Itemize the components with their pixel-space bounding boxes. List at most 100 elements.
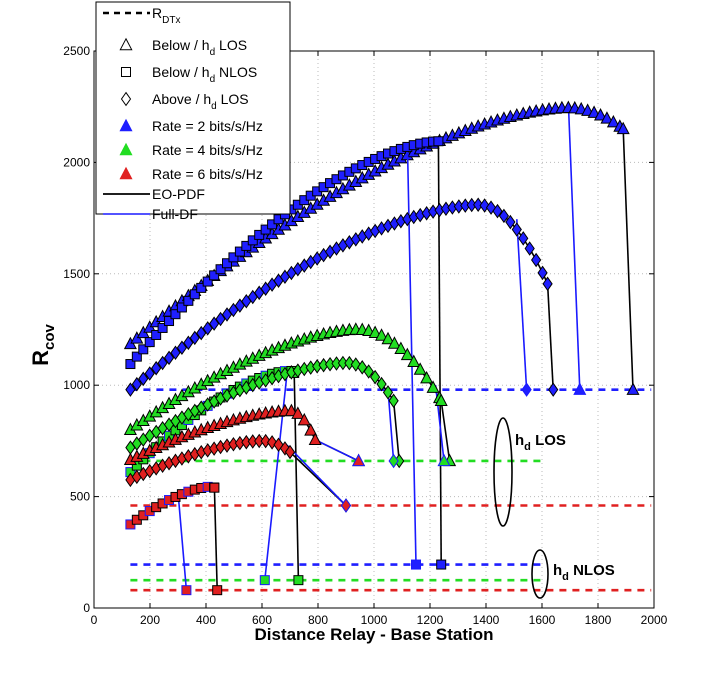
legend-label-sub: d — [210, 47, 216, 58]
legend-square-symbol — [121, 67, 131, 77]
legend-entry: RDTx — [103, 5, 180, 26]
data-point — [420, 370, 434, 384]
full-df-drop-line — [567, 108, 581, 390]
data-point — [375, 328, 389, 341]
drop-point-full — [411, 559, 421, 570]
x-tick-label: 0 — [91, 613, 98, 627]
series-rate6-triangle — [123, 403, 366, 467]
legend-label-main: Rate = 6 bits/s/Hz — [152, 166, 263, 182]
data-point — [616, 121, 630, 135]
data-point — [400, 347, 414, 361]
legend-label-main: Below / h — [152, 64, 210, 80]
data-point — [363, 364, 374, 379]
drop-point-eo — [626, 382, 640, 395]
data-point — [183, 295, 194, 306]
drop-point-full — [181, 585, 192, 596]
legend-label: Below / hd LOS — [152, 37, 247, 58]
data-point — [498, 208, 510, 224]
full-df-drop-line — [516, 219, 528, 390]
data-point — [215, 311, 226, 327]
y-axis-title-sub: cov — [41, 323, 58, 350]
data-point — [254, 229, 265, 240]
x-tick-label: 1000 — [361, 613, 388, 627]
data-point — [284, 403, 298, 417]
data-point — [387, 336, 401, 349]
legend-rate-symbol — [119, 142, 133, 156]
data-point — [234, 246, 245, 257]
legend-rate-symbol — [119, 166, 133, 180]
legend-label-sub: d — [210, 74, 216, 85]
y-axis-title-main: R — [28, 350, 53, 366]
full-df-drop-line — [314, 439, 359, 462]
x-tick-label: 400 — [196, 613, 216, 627]
drop-point-full — [521, 382, 532, 397]
annot-suffix: LOS — [531, 432, 566, 449]
drop-point-eo — [212, 585, 223, 596]
eo-pdf-drop-line — [392, 400, 400, 462]
legend-label: Rate = 6 bits/s/Hz — [152, 166, 263, 182]
data-point — [376, 376, 387, 392]
data-point — [151, 360, 162, 376]
data-point — [518, 231, 529, 246]
data-point — [183, 335, 194, 351]
data-point — [202, 276, 213, 287]
data-point — [189, 289, 200, 300]
data-point — [247, 235, 258, 246]
data-point — [479, 198, 490, 213]
drop-point-eo — [293, 575, 304, 586]
data-point — [170, 309, 181, 320]
legend-label: Below / hd NLOS — [152, 64, 257, 85]
drop-point-full — [437, 453, 451, 467]
y-tick-label: 0 — [83, 601, 90, 615]
annot-main: h — [553, 562, 562, 579]
data-point — [151, 329, 162, 340]
series-rate2-diamond — [125, 197, 559, 397]
data-point — [407, 354, 421, 368]
data-point — [138, 371, 149, 387]
data-point — [382, 385, 394, 400]
data-point — [209, 270, 220, 281]
data-point — [394, 341, 408, 354]
hd-los-label: hd LOS — [515, 432, 566, 453]
legend-entry: Full-DF — [103, 206, 198, 222]
y-tick-label: 1500 — [63, 267, 90, 281]
data-point — [473, 197, 484, 213]
data-point — [189, 330, 200, 346]
axes: 0 200 400 600 800 1000 1200 1400 1600 1800 2000 0 50… — [28, 44, 668, 644]
series-rate4-triangle — [123, 322, 457, 467]
y-tick-label: 2000 — [63, 155, 90, 169]
legend-entry: Below / hd NLOS — [121, 64, 257, 85]
drop-point-eo — [436, 559, 447, 570]
annot-sub: d — [524, 441, 531, 453]
data-point — [297, 412, 311, 426]
legend-box — [95, 1, 291, 215]
hd-nlos-ellipse — [531, 549, 549, 599]
eo-pdf-drop-line — [213, 487, 218, 591]
data-point — [131, 351, 142, 362]
data-point — [593, 108, 608, 121]
annot-sub: d — [562, 571, 569, 583]
data-point — [125, 382, 136, 397]
data-point — [228, 252, 239, 263]
legend-label-sub: d — [211, 101, 217, 112]
x-tick-label: 800 — [308, 613, 328, 627]
x-axis-title: Distance Relay - Base Station — [254, 625, 493, 644]
legend-label: Rate = 2 bits/s/Hz — [152, 118, 263, 134]
data-point — [273, 437, 284, 453]
data-point — [587, 105, 601, 118]
data-point — [542, 276, 553, 292]
data-point — [308, 432, 322, 445]
data-point — [388, 393, 399, 409]
data-point — [291, 406, 305, 419]
x-tick-label: 1400 — [473, 613, 500, 627]
drop-point-full — [340, 498, 352, 513]
data-point — [196, 282, 207, 293]
data-point — [164, 316, 175, 327]
data-point — [531, 252, 542, 268]
data-point — [215, 264, 226, 275]
x-tick-label: 600 — [252, 613, 272, 627]
legend-entry: Rate = 4 bits/s/Hz — [119, 142, 263, 158]
